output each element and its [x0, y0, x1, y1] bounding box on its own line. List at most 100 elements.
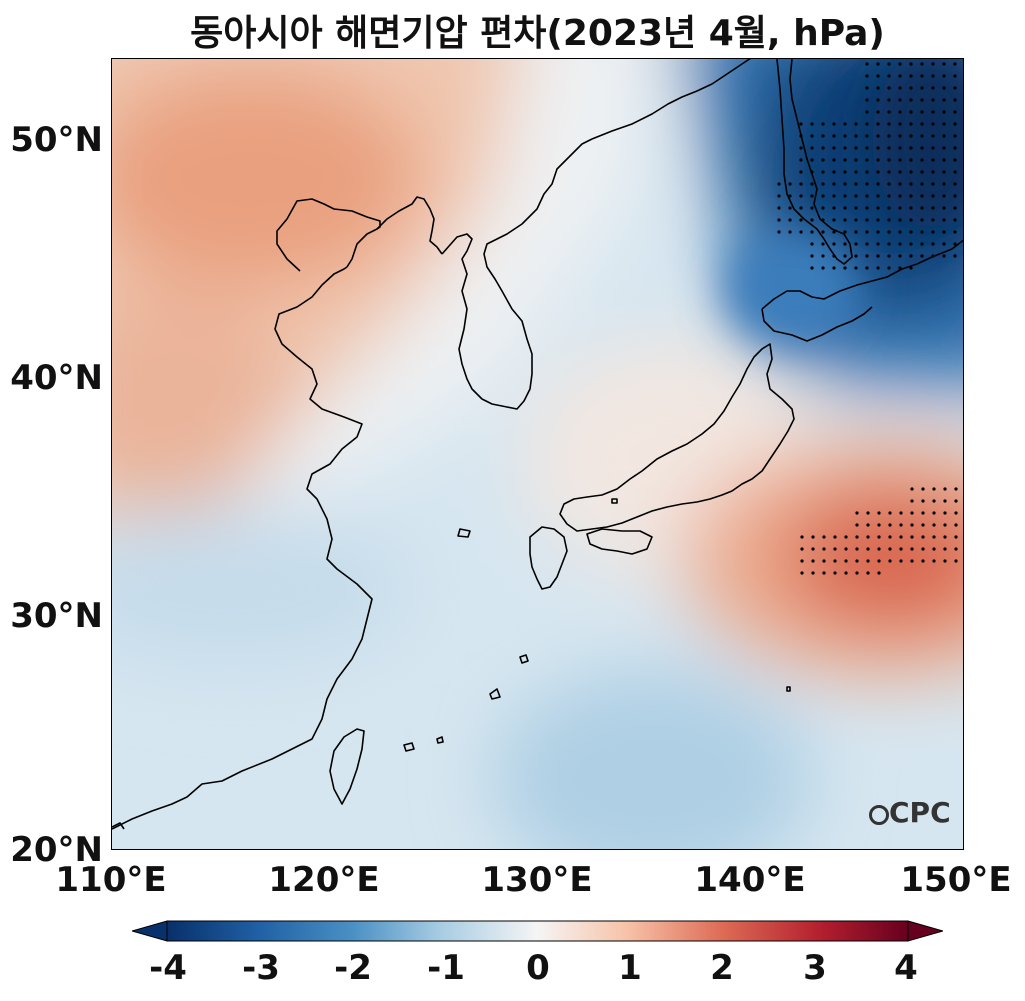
colorbar-tick: 1 — [618, 948, 642, 988]
globe-icon — [869, 805, 889, 825]
lon-label-130e: 130°E — [481, 860, 593, 900]
significance-dot — [899, 535, 903, 539]
significance-dot — [898, 122, 902, 126]
significance-dot — [799, 146, 803, 150]
significance-dot — [932, 499, 936, 503]
significance-dot — [942, 134, 946, 138]
significance-dot — [799, 182, 803, 186]
significance-dot — [799, 206, 803, 210]
significance-dot — [800, 571, 804, 575]
significance-dot — [821, 146, 825, 150]
significance-dot — [920, 254, 924, 258]
significance-dot — [854, 206, 858, 210]
significance-dot — [865, 62, 869, 66]
significance-dot — [810, 122, 814, 126]
significance-dot — [932, 511, 936, 515]
lat-label-30n: 30°N — [10, 596, 103, 636]
significance-dot — [821, 230, 825, 234]
significance-dot — [887, 74, 891, 78]
significance-dot — [843, 254, 847, 258]
colorbar-tick: 3 — [803, 948, 827, 988]
significance-dot — [942, 110, 946, 114]
significance-dot — [920, 74, 924, 78]
significance-dot — [833, 535, 837, 539]
significance-dot — [843, 230, 847, 234]
significance-dot — [810, 218, 814, 222]
significance-dot — [810, 134, 814, 138]
significance-dot — [832, 170, 836, 174]
significance-dot — [832, 194, 836, 198]
significance-dot — [876, 134, 880, 138]
significance-dot — [887, 218, 891, 222]
significance-dot — [810, 182, 814, 186]
significance-dot — [942, 74, 946, 78]
significance-dot — [843, 206, 847, 210]
significance-dot — [843, 170, 847, 174]
significance-dot — [844, 535, 848, 539]
significance-dot — [887, 266, 891, 270]
significance-dot — [855, 535, 859, 539]
significance-dot — [942, 146, 946, 150]
significance-dot — [931, 110, 935, 114]
significance-dot — [876, 170, 880, 174]
significance-dot — [909, 98, 913, 102]
significance-dot — [954, 523, 958, 527]
significance-dot — [876, 254, 880, 258]
significance-dot — [920, 134, 924, 138]
lat-label-40n: 40°N — [10, 358, 103, 398]
significance-dot — [898, 146, 902, 150]
significance-dot — [855, 547, 859, 551]
significance-dot — [909, 242, 913, 246]
significance-dot — [920, 122, 924, 126]
significance-dot — [865, 170, 869, 174]
significance-dot — [898, 218, 902, 222]
significance-dot — [909, 158, 913, 162]
significance-dot — [866, 535, 870, 539]
significance-dot — [931, 74, 935, 78]
significance-dot — [865, 122, 869, 126]
significance-dot — [821, 194, 825, 198]
significance-dot — [887, 182, 891, 186]
significance-dot — [931, 206, 935, 210]
significance-dot — [799, 218, 803, 222]
significance-dot — [920, 146, 924, 150]
significance-dot — [910, 487, 914, 491]
significance-dot — [898, 194, 902, 198]
lat-label-20n: 20°N — [10, 830, 103, 870]
significance-dot — [921, 535, 925, 539]
significance-dot — [942, 182, 946, 186]
significance-dot — [843, 242, 847, 246]
significance-dot — [843, 146, 847, 150]
significance-dot — [811, 547, 815, 551]
significance-dot — [909, 182, 913, 186]
significance-dot — [931, 146, 935, 150]
significance-dot — [898, 62, 902, 66]
significance-dot — [843, 122, 847, 126]
significance-dot — [777, 206, 781, 210]
significance-dot — [833, 571, 837, 575]
significance-dot — [865, 206, 869, 210]
significance-dot — [910, 511, 914, 515]
significance-dot — [909, 146, 913, 150]
significance-dot — [876, 122, 880, 126]
significance-dot — [876, 182, 880, 186]
significance-dot — [942, 194, 946, 198]
significance-dot — [821, 134, 825, 138]
significance-dot — [921, 499, 925, 503]
significance-dot — [876, 266, 880, 270]
significance-dot — [932, 535, 936, 539]
significance-dot — [821, 122, 825, 126]
significance-dot — [954, 535, 958, 539]
significance-dot — [822, 535, 826, 539]
significance-dot — [898, 74, 902, 78]
significance-dot — [821, 170, 825, 174]
significance-dot — [887, 62, 891, 66]
significance-dot — [844, 559, 848, 563]
significance-dot — [932, 487, 936, 491]
significance-dot — [931, 122, 935, 126]
significance-dot — [799, 158, 803, 162]
significance-dot — [832, 146, 836, 150]
significance-dot — [865, 194, 869, 198]
significance-dot — [844, 547, 848, 551]
significance-dot — [931, 242, 935, 246]
